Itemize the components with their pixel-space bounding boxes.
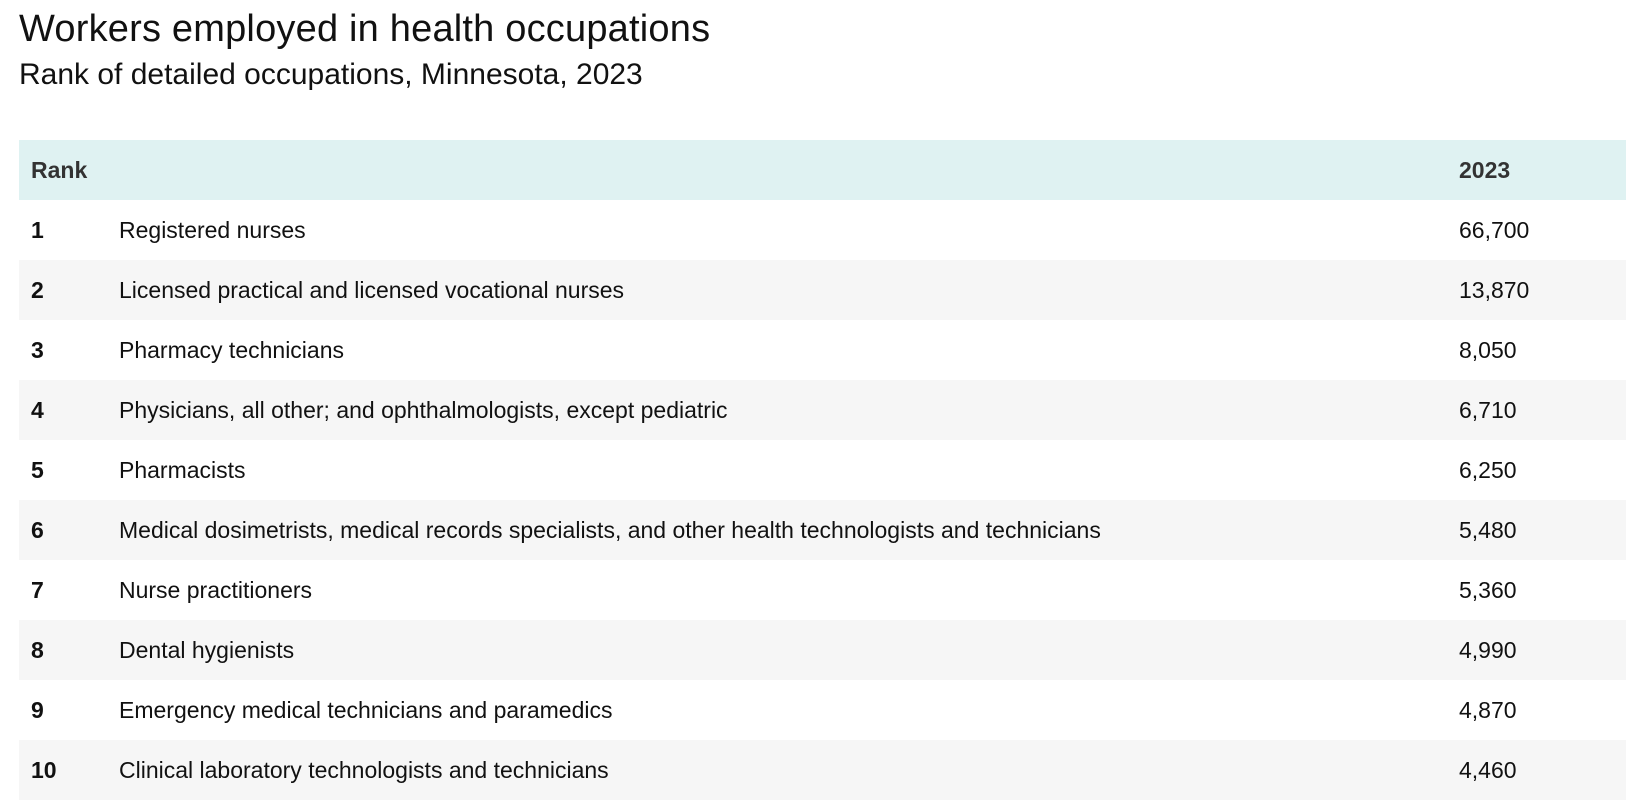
occupation-cell: Physicians, all other; and ophthalmologi…: [119, 396, 728, 423]
occupation-cell: Emergency medical technicians and parame…: [119, 696, 613, 723]
occupation-cell: Pharmacy technicians: [119, 336, 344, 363]
rank-cell: 1: [31, 216, 44, 243]
header-2023: 2023: [1459, 156, 1511, 183]
rank-cell: 9: [31, 696, 44, 723]
table-row: 3 Pharmacy technicians 8,050: [19, 320, 1626, 380]
value-cell: 4,990: [1459, 636, 1517, 663]
header-rank: Rank: [31, 156, 88, 183]
value-cell: 66,700: [1459, 216, 1530, 243]
table-row: 4 Physicians, all other; and ophthalmolog…: [19, 380, 1626, 440]
rank-cell: 4: [31, 396, 44, 423]
value-cell: 5,480: [1459, 516, 1517, 543]
ranking-table: Rank 2023 1 Registered nurses 66,700 2 Licen…: [19, 140, 1626, 800]
occupation-cell: Clinical laboratory technologists and te…: [119, 756, 609, 783]
value-cell: 4,460: [1459, 756, 1517, 783]
chart-title: Workers employed in health occupations: [19, 8, 711, 50]
occupation-cell: Nurse practitioners: [119, 576, 313, 603]
rank-cell: 5: [31, 456, 44, 483]
table-row: 1 Registered nurses 66,700: [19, 200, 1626, 260]
value-cell: 4,870: [1459, 696, 1517, 723]
table-row: 5 Pharmacists 6,250: [19, 440, 1626, 500]
occupation-cell: Pharmacists: [119, 456, 246, 483]
value-cell: 8,050: [1459, 336, 1517, 363]
value-cell: 5,360: [1459, 576, 1517, 603]
table-row: 10 Clinical laboratory technologists and …: [19, 740, 1626, 800]
occupation-cell: Registered nurses: [119, 216, 306, 243]
table-row: 9 Emergency medical technicians and param…: [19, 680, 1626, 740]
table-header-row: Rank 2023: [19, 140, 1626, 200]
table-row: 2 Licensed practical and licensed vocatio…: [19, 260, 1626, 320]
rank-cell: 10: [31, 756, 57, 783]
value-cell: 6,250: [1459, 456, 1517, 483]
rank-cell: 6: [31, 516, 44, 543]
rank-cell: 3: [31, 336, 44, 363]
occupation-cell: Dental hygienists: [119, 636, 295, 663]
occupation-cell: Licensed practical and licensed vocation…: [119, 276, 625, 303]
table-row: 7 Nurse practitioners 5,360: [19, 560, 1626, 620]
value-cell: 13,870: [1459, 276, 1530, 303]
rank-cell: 8: [31, 636, 44, 663]
rank-cell: 7: [31, 576, 44, 603]
value-cell: 6,710: [1459, 396, 1517, 423]
chart-subtitle: Rank of detailed occupations, Minnesota,…: [19, 58, 643, 91]
rank-cell: 2: [31, 276, 44, 303]
table-row: 8 Dental hygienists 4,990: [19, 620, 1626, 680]
table-row: 6 Medical dosimetrists, medical records s…: [19, 500, 1626, 560]
occupation-cell: Medical dosimetrists, medical records sp…: [119, 516, 1101, 543]
